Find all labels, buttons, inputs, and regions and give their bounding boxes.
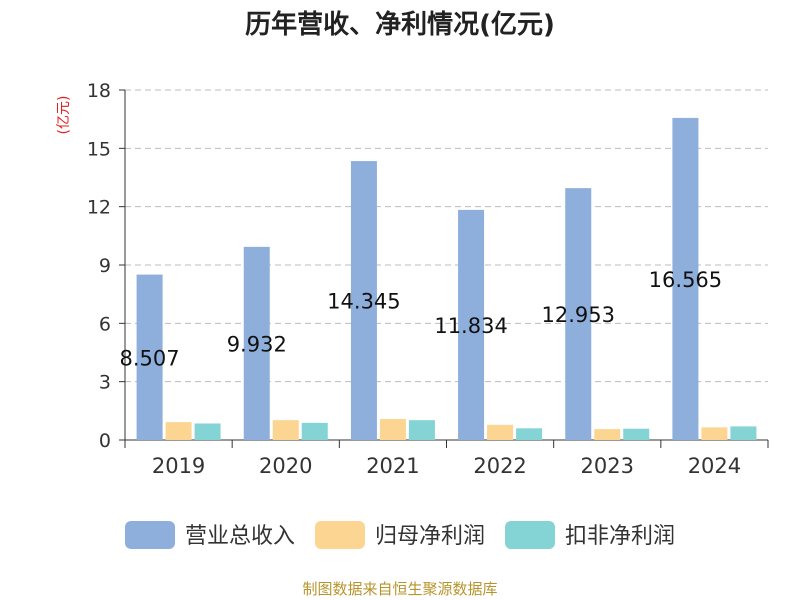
data-label: 12.953 xyxy=(542,303,615,327)
grid-layer xyxy=(125,89,768,383)
bar xyxy=(565,188,592,440)
bar xyxy=(165,422,192,440)
labels-layer: 8.507 9.932 14.345 11.834 12.953 16.565 xyxy=(120,268,723,370)
x-tick-label: 2020 xyxy=(259,454,312,478)
legend-swatch xyxy=(505,521,555,549)
bar xyxy=(408,420,435,440)
bar xyxy=(194,423,221,440)
x-tick-label: 2019 xyxy=(152,454,205,478)
bar xyxy=(594,429,621,440)
bar xyxy=(301,422,328,440)
bar xyxy=(458,209,485,440)
bar xyxy=(672,117,699,441)
y-tick-label: 18 xyxy=(87,80,111,102)
bar xyxy=(623,428,650,440)
data-label: 11.834 xyxy=(434,314,507,338)
legend-label: 营业总收入 xyxy=(185,524,295,549)
bar xyxy=(243,246,270,440)
legend: 营业总收入 归母净利润 扣非净利润 xyxy=(125,521,675,549)
bar xyxy=(701,427,728,440)
bar xyxy=(136,274,163,440)
y-tick-label: 12 xyxy=(87,197,111,219)
legend-label: 归母净利润 xyxy=(375,524,485,549)
legend-swatch xyxy=(315,521,365,549)
bar xyxy=(379,419,406,440)
data-label: 9.932 xyxy=(227,332,287,356)
bar xyxy=(730,426,757,440)
y-tick-label: 3 xyxy=(99,372,111,394)
y-axis-label: (亿元) xyxy=(56,96,72,135)
y-tick-label: 6 xyxy=(99,313,111,335)
bar xyxy=(516,428,543,440)
x-tick-label: 2023 xyxy=(581,454,634,478)
bars-layer xyxy=(136,117,757,441)
y-tick-label: 0 xyxy=(99,430,111,452)
bar xyxy=(272,420,299,440)
legend-swatch xyxy=(125,521,175,549)
y-tick-label: 9 xyxy=(99,255,111,277)
legend-label: 扣非净利润 xyxy=(565,524,675,549)
x-tick-label: 2021 xyxy=(366,454,419,478)
x-tick-label: 2022 xyxy=(473,454,526,478)
source-note: 制图数据来自恒生聚源数据库 xyxy=(302,580,498,598)
y-tick-label: 15 xyxy=(87,138,111,160)
data-label: 8.507 xyxy=(120,346,180,370)
data-label: 14.345 xyxy=(327,290,400,314)
x-tick-label: 2024 xyxy=(688,454,741,478)
axis-layer: 0 3 6 9 12 15 18 (亿元) 2019 2020 2021 2022 2023 2024 xyxy=(56,80,769,478)
bar xyxy=(350,161,377,440)
bar xyxy=(487,424,514,440)
chart-title: 历年营收、净利情况(亿元) xyxy=(245,10,555,40)
data-label: 16.565 xyxy=(649,268,722,292)
